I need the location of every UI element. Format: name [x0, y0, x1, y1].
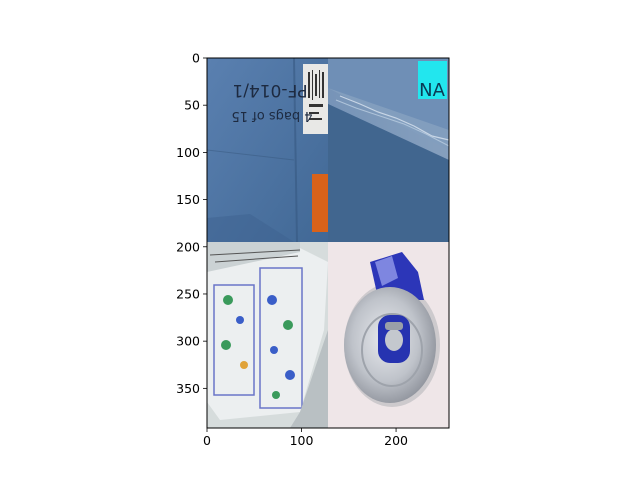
y-tick-label: 200	[176, 239, 200, 254]
panel-cardboard-box-edge: NA	[328, 58, 449, 242]
panel-crushed-soda-can	[328, 242, 449, 428]
y-tick-label: 350	[176, 381, 200, 396]
x-axis: 0 100 200	[203, 428, 408, 448]
x-tick-label: 100	[290, 433, 314, 448]
x-tick-label: 200	[384, 433, 408, 448]
y-axis: 0 50 100 150 200 250 300 350	[176, 51, 207, 396]
x-tick-label: 0	[203, 433, 211, 448]
y-tick-label: 250	[176, 286, 200, 301]
axes-frame	[206, 57, 450, 429]
panel-crumpled-printed-paper	[207, 242, 328, 428]
y-tick-label: 0	[192, 51, 200, 66]
y-tick-label: 100	[176, 145, 200, 160]
panel-cardboard-box-side: PF-014/1 4 bags of 15	[207, 58, 328, 243]
box-print-code: PF-014/1	[232, 80, 307, 100]
box-edge-print: NA	[419, 80, 445, 101]
box-print-count: 4 bags of 15	[232, 108, 313, 123]
y-tick-label: 300	[176, 334, 200, 349]
photo-collage: PF-014/1 4 bags of 15 NA	[207, 58, 449, 428]
y-tick-label: 50	[184, 98, 200, 113]
y-tick-label: 150	[176, 192, 200, 207]
